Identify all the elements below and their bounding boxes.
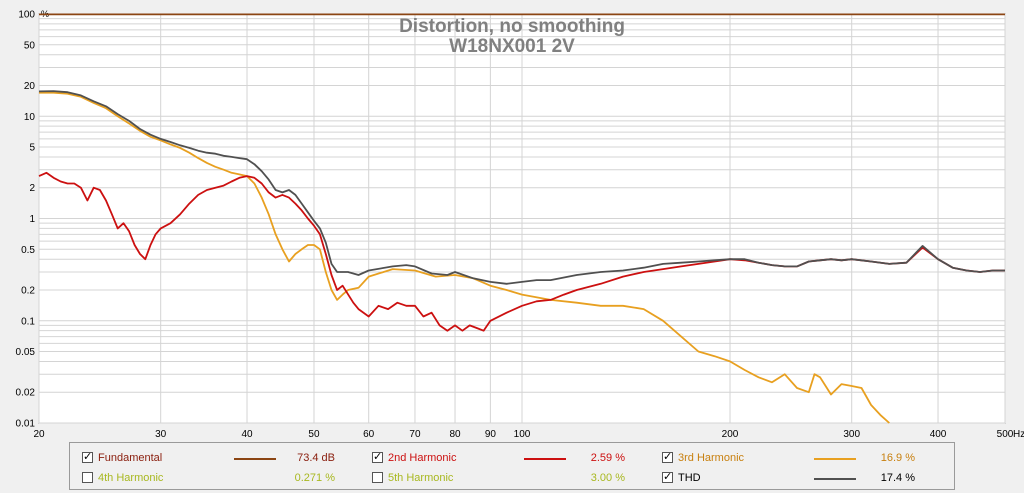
x-tick-label: 80 — [449, 429, 461, 440]
series-line-thd — [38, 90, 1005, 285]
legend-item-fundamental[interactable]: ✓ Fundamental 73.4 dB — [82, 449, 342, 467]
y-tick-label: 20 — [24, 81, 36, 92]
chart-title: Distortion, no smoothing — [399, 16, 625, 37]
series-line-3rd-harmonic — [39, 91, 890, 424]
legend-item-4th-harmonic[interactable]: 4th Harmonic 0.271 % — [82, 469, 342, 487]
legend-label-3rd-harmonic: 3rd Harmonic — [678, 452, 745, 464]
legend-swatch-2nd-harmonic — [524, 458, 566, 460]
legend-item-5th-harmonic[interactable]: 5th Harmonic 3.00 % — [372, 469, 632, 487]
legend-item-2nd-harmonic[interactable]: ✓ 2nd Harmonic 2.59 % — [372, 449, 632, 467]
4th-harmonic-checkbox[interactable] — [82, 472, 93, 483]
x-tick-label: 30 — [155, 429, 167, 440]
legend-swatch-fundamental — [234, 458, 276, 460]
legend-label-5th-harmonic: 5th Harmonic — [388, 472, 454, 484]
2nd-harmonic-checkbox[interactable]: ✓ — [372, 451, 383, 463]
y-tick-label: 0.1 — [21, 316, 35, 327]
legend-value-thd: 17.4 % — [880, 472, 915, 484]
legend-value-4th-harmonic: 0.271 % — [294, 472, 335, 484]
legend-swatch-thd — [814, 478, 856, 480]
x-tick-label: 40 — [241, 429, 253, 440]
5th-harmonic-checkbox[interactable] — [372, 472, 383, 483]
x-tick-label: 300 — [843, 429, 860, 440]
y-tick-label: 1 — [29, 214, 35, 225]
y-tick-label: 0.2 — [21, 285, 35, 296]
y-tick-label: 50 — [24, 40, 36, 51]
x-tick-label: 70 — [409, 429, 421, 440]
x-tick-label: 20 — [33, 429, 45, 440]
legend-value-3rd-harmonic: 16.9 % — [880, 452, 915, 464]
legend-value-2nd-harmonic: 2.59 % — [590, 452, 625, 464]
3rd-harmonic-checkbox[interactable]: ✓ — [662, 451, 673, 463]
y-tick-label: 0.05 — [16, 347, 36, 358]
y-tick-label: 5 — [29, 143, 35, 154]
y-tick-label: 10 — [24, 112, 36, 123]
legend-label-fundamental: Fundamental — [98, 452, 163, 464]
x-tick-label: 50 — [308, 429, 320, 440]
legend-value-fundamental: 73.4 dB — [297, 452, 335, 464]
y-tick-label: 0.01 — [16, 419, 36, 430]
x-tick-label: 500 — [997, 429, 1014, 440]
legend-item-3rd-harmonic[interactable]: ✓ 3rd Harmonic 16.9 % — [662, 449, 922, 467]
x-tick-label: 100 — [514, 429, 531, 440]
legend-label-thd: THD — [678, 472, 701, 484]
x-tick-label: 60 — [363, 429, 375, 440]
legend-label-4th-harmonic: 4th Harmonic — [98, 472, 164, 484]
y-tick-label: 0.5 — [21, 245, 35, 256]
legend: ✓ Fundamental 73.4 dB ✓ 2nd Harmonic 2.5… — [69, 442, 955, 490]
legend-value-5th-harmonic: 3.00 % — [590, 472, 625, 484]
x-unit-label: Hz — [1013, 429, 1024, 440]
y-tick-label: 0.02 — [16, 388, 36, 399]
y-tick-label: 2 — [29, 183, 35, 194]
legend-label-2nd-harmonic: 2nd Harmonic — [388, 452, 457, 464]
fundamental-checkbox[interactable]: ✓ — [82, 451, 93, 463]
x-tick-label: 90 — [485, 429, 497, 440]
legend-item-thd[interactable]: ✓ THD 17.4 % — [662, 469, 922, 487]
x-tick-label: 400 — [930, 429, 947, 440]
thd-checkbox[interactable]: ✓ — [662, 471, 673, 483]
x-tick-label: 200 — [722, 429, 739, 440]
chart-subtitle: W18NX001 2V — [449, 36, 575, 57]
y-tick-label: 100 — [18, 10, 35, 21]
legend-swatch-3rd-harmonic — [814, 458, 856, 460]
